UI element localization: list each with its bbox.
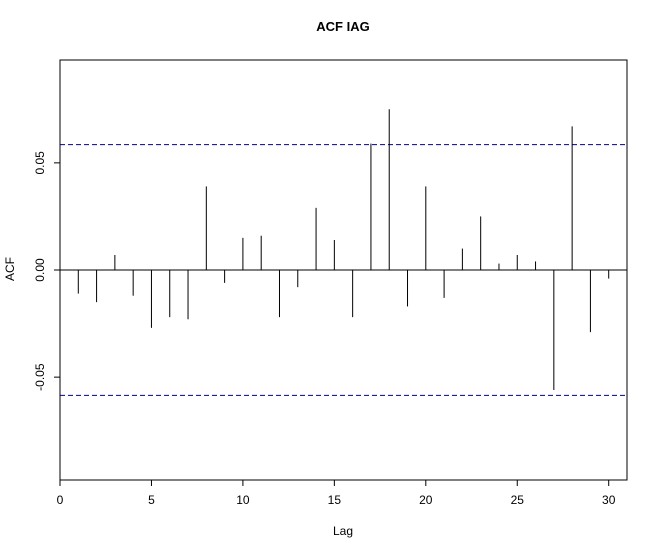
y-tick-label-2: 0.05 [33,151,47,175]
x-axis-label: Lag [333,524,353,538]
y-axis-label: ACF [3,257,17,281]
chart-title: ACF IAG [316,19,369,34]
y-tick-label-0: -0.05 [33,363,47,391]
chart-marks: 0 5 10 15 20 25 30 -0.05 0.00 0.05 [33,109,627,507]
x-tick-label-5: 5 [148,493,155,507]
y-tick-label-1: 0.00 [33,258,47,282]
x-tick-label-30: 30 [602,493,616,507]
x-tick-label-0: 0 [57,493,64,507]
x-tick-label-25: 25 [511,493,525,507]
x-tick-label-10: 10 [236,493,250,507]
x-tick-label-15: 15 [328,493,342,507]
x-tick-label-20: 20 [419,493,433,507]
